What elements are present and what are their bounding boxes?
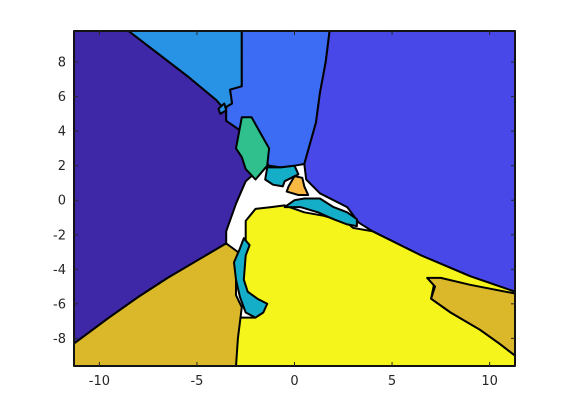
y-tick-label: -8 xyxy=(53,332,66,347)
y-tick-label: 0 xyxy=(58,194,66,209)
x-tick-label: -10 xyxy=(89,374,110,389)
decision-region-10 xyxy=(285,175,310,196)
decision-region-6 xyxy=(73,242,243,367)
decision-regions xyxy=(73,30,516,367)
y-tick-label: 4 xyxy=(58,125,66,140)
decision-region-12 xyxy=(233,237,269,319)
decision-region-11 xyxy=(283,197,358,228)
y-tick-label: -2 xyxy=(53,228,66,243)
y-tick-label: 6 xyxy=(58,90,66,105)
axis-ticks: -10 -5 0 5 10 -8 -6 -4 -2 0 2 4 6 8 xyxy=(53,31,515,389)
decision-region-13 xyxy=(217,102,228,115)
y-tick-label: 8 xyxy=(58,56,66,71)
y-tick-label: 2 xyxy=(58,159,66,174)
x-tick-label: 0 xyxy=(290,374,298,389)
decision-region-9 xyxy=(264,164,300,188)
y-tick-label: -6 xyxy=(53,297,66,312)
x-tick-label: -5 xyxy=(190,374,203,389)
y-tick-label: -4 xyxy=(53,263,66,278)
decision-region-7 xyxy=(426,276,516,357)
x-tick-label: 5 xyxy=(388,374,396,389)
x-tick-label: 10 xyxy=(481,374,498,389)
decision-region-8 xyxy=(235,116,271,181)
